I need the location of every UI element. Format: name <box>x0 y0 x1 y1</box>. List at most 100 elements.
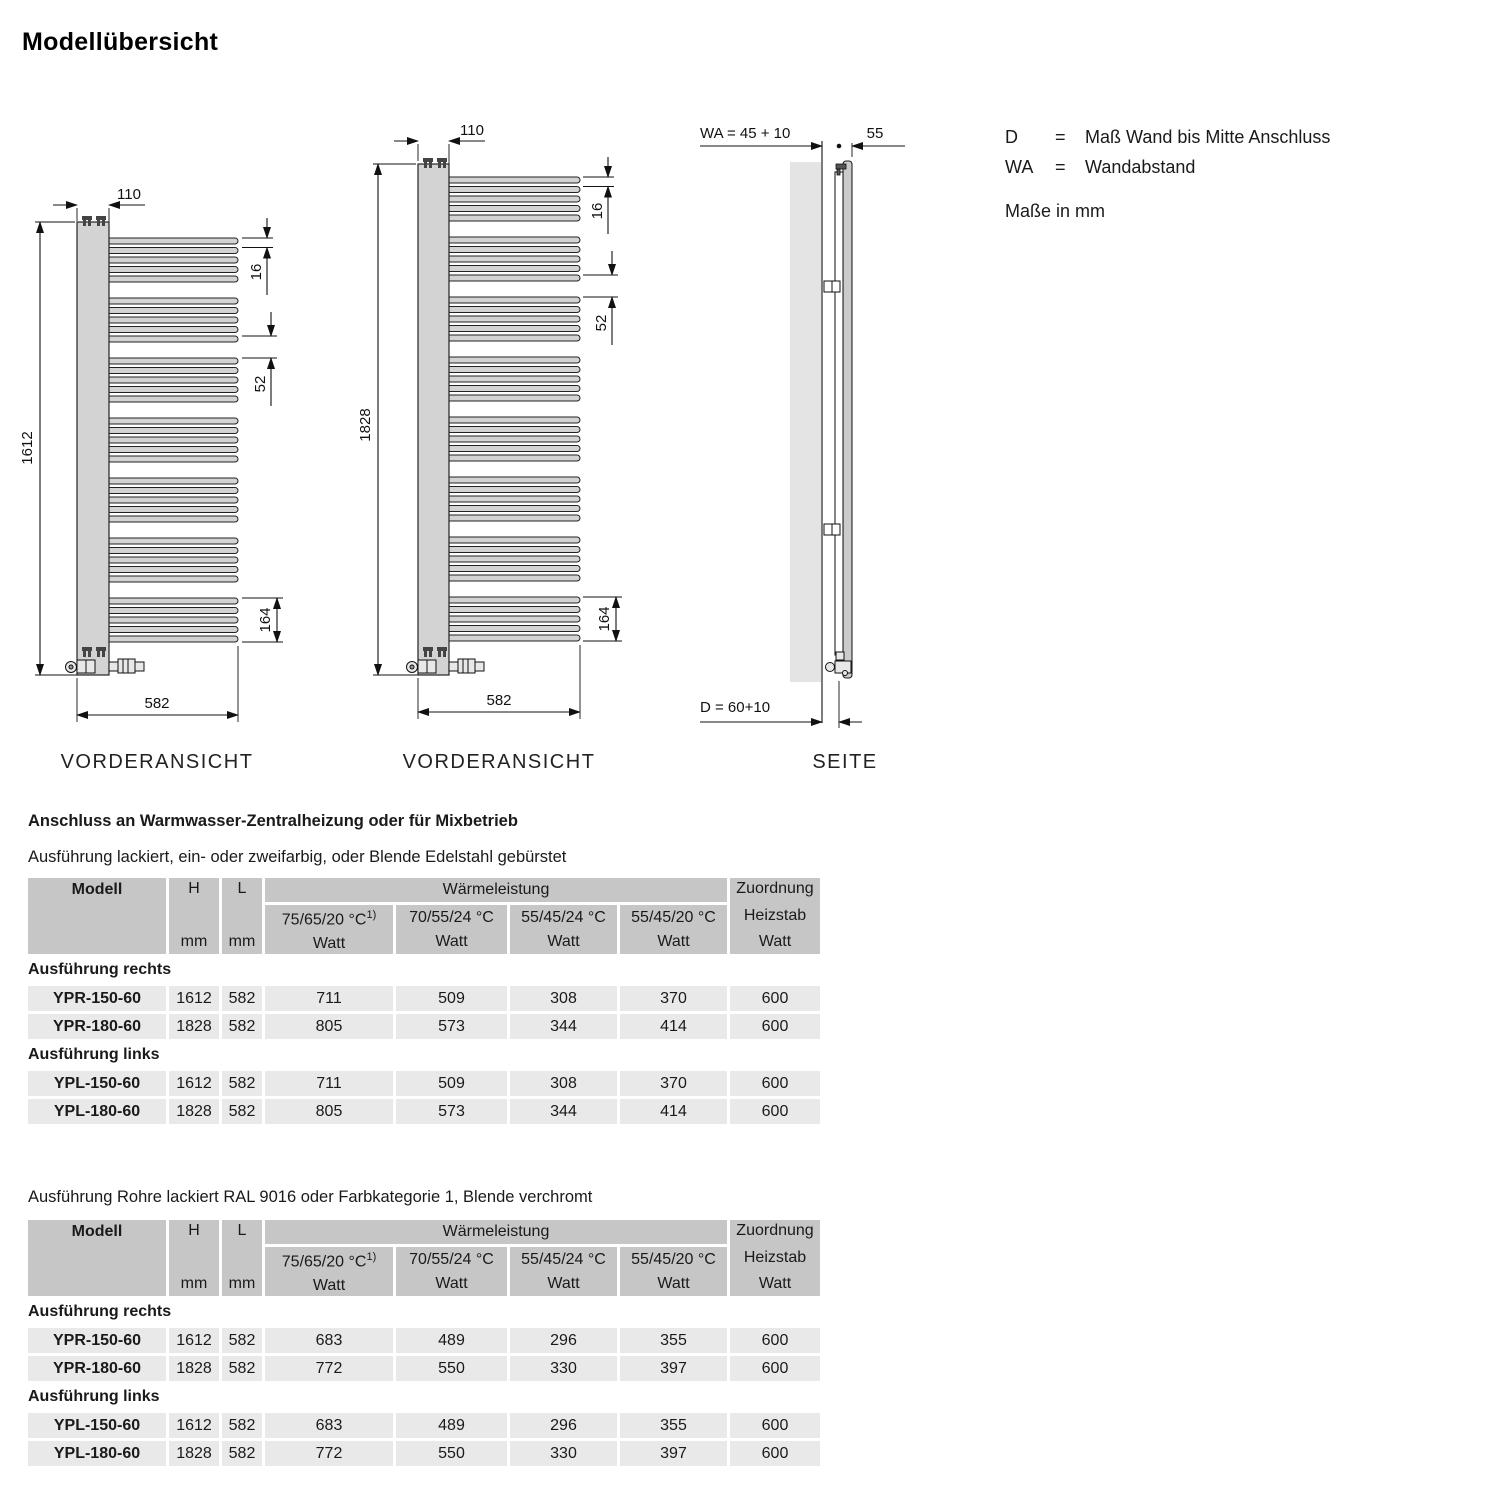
dim-582: 582 <box>76 646 239 722</box>
dimension-label: D = 60+10 <box>700 699 770 716</box>
col-h-unit: mm <box>180 1275 208 1292</box>
table-row: YPR-150-60 1612 582 711 509 308 370 600 <box>28 986 820 1011</box>
tube-groups <box>445 176 581 642</box>
dim-16: 16 <box>242 218 273 295</box>
dimension-label: 582 <box>144 695 169 712</box>
watt-unit: Watt <box>657 932 690 950</box>
cell-watt-1: 711 <box>265 1071 393 1096</box>
page-title: Modellübersicht <box>22 28 219 56</box>
cell-watt-4: 355 <box>620 1328 727 1353</box>
col-header-performance: Wärmeleistung <box>265 1220 727 1244</box>
dimension-label: 110 <box>117 186 141 203</box>
cell-l: 582 <box>222 1441 262 1466</box>
dimension-label: 1612 <box>19 431 36 464</box>
cell-h: 1612 <box>169 1071 219 1096</box>
col-h-label: H <box>188 880 200 897</box>
assign-line: Zuordnung <box>736 880 814 897</box>
dim-wa: WA = 45 + 10 <box>700 125 842 150</box>
legend-definition: Maß Wand bis Mitte Anschluss <box>1085 127 1331 147</box>
cell-l: 582 <box>222 1413 262 1438</box>
group-label-right: Ausführung rechts <box>28 957 820 983</box>
cell-model: YPL-180-60 <box>28 1099 166 1124</box>
cell-watt-2: 509 <box>396 1071 507 1096</box>
cell-watt-3: 330 <box>510 1441 617 1466</box>
cell-watt-2: 573 <box>396 1014 507 1039</box>
cell-watt-3: 344 <box>510 1099 617 1124</box>
cell-watt-3: 308 <box>510 1071 617 1096</box>
cell-h: 1612 <box>169 1413 219 1438</box>
col-header-temp-4: 55/45/20 °C Watt <box>620 905 727 954</box>
cell-watt-4: 370 <box>620 986 727 1011</box>
cell-watt-4: 370 <box>620 1071 727 1096</box>
cell-watt-4: 414 <box>620 1099 727 1124</box>
watt-unit: Watt <box>547 932 580 950</box>
cell-h: 1828 <box>169 1014 219 1039</box>
col-header-temp-3: 55/45/24 °C Watt <box>510 1247 617 1296</box>
legend-term: D <box>1005 127 1018 147</box>
temp-label: 75/65/20 °C1) <box>281 1250 377 1271</box>
wall <box>790 162 821 682</box>
temp-label: 55/45/24 °C <box>521 908 606 926</box>
cell-h: 1828 <box>169 1356 219 1381</box>
col-header-temp-1: 75/65/20 °C1) Watt <box>265 1247 393 1296</box>
valve-assembly <box>65 658 145 674</box>
col-header-heating-rod: Zuordnung Heizstab Watt <box>730 1220 820 1296</box>
cell-watt-1: 683 <box>265 1413 393 1438</box>
col-l-unit: mm <box>228 1275 256 1292</box>
cell-watt-4: 355 <box>620 1413 727 1438</box>
dim-1828: 1828 <box>357 163 445 676</box>
cell-model: YPR-180-60 <box>28 1014 166 1039</box>
watt-unit: Watt <box>435 1274 468 1292</box>
cell-watt-2: 489 <box>396 1413 507 1438</box>
cell-h: 1828 <box>169 1441 219 1466</box>
dimension-label: 52 <box>593 315 610 332</box>
dimension-label: 1828 <box>357 408 374 441</box>
assign-line: Heizstab <box>743 906 807 924</box>
cell-heizstab: 600 <box>730 1356 820 1381</box>
cell-watt-2: 489 <box>396 1328 507 1353</box>
table-row: YPR-150-60 1612 582 683 489 296 355 600 <box>28 1328 820 1353</box>
dim-164: 164 <box>242 597 283 643</box>
spec-table-1: Modell H mm L mm Wärmeleistung 75/65/20 … <box>28 878 820 1124</box>
cell-watt-2: 509 <box>396 986 507 1011</box>
cell-heizstab: 600 <box>730 1328 820 1353</box>
cell-l: 582 <box>222 986 262 1011</box>
cell-heizstab: 600 <box>730 1413 820 1438</box>
group-label-left: Ausführung links <box>28 1042 820 1068</box>
dimension-label: 582 <box>486 692 511 709</box>
temp-label: 75/65/20 °C1) <box>281 908 377 929</box>
table-row: YPL-150-60 1612 582 711 509 308 370 600 <box>28 1071 820 1096</box>
col-h-unit: mm <box>180 933 208 950</box>
cell-model: YPL-180-60 <box>28 1441 166 1466</box>
dim-110: 110 <box>394 122 485 175</box>
assign-line: Watt <box>758 933 792 950</box>
cell-heizstab: 600 <box>730 1441 820 1466</box>
cell-watt-3: 330 <box>510 1356 617 1381</box>
cell-h: 1828 <box>169 1099 219 1124</box>
cell-h: 1612 <box>169 986 219 1011</box>
legend: D = Maß Wand bis Mitte Anschluss WA = Wa… <box>1005 122 1330 222</box>
table-row: YPR-180-60 1828 582 805 573 344 414 600 <box>28 1014 820 1039</box>
wall-bracket <box>823 280 841 293</box>
cell-model: YPR-150-60 <box>28 986 166 1011</box>
dim-16: 16 <box>583 157 614 234</box>
cell-heizstab: 600 <box>730 986 820 1011</box>
col-header-l: L mm <box>222 1220 262 1296</box>
col-header-model: Modell <box>28 1220 166 1296</box>
col-header-temp-2: 70/55/24 °C Watt <box>396 1247 507 1296</box>
col-header-temp-3: 55/45/24 °C Watt <box>510 905 617 954</box>
dim-582: 582 <box>417 645 581 719</box>
dimension-label: 16 <box>248 264 265 281</box>
cell-model: YPR-180-60 <box>28 1356 166 1381</box>
top-bracket <box>835 163 847 176</box>
dimension-label: 164 <box>596 606 613 631</box>
cell-watt-4: 397 <box>620 1356 727 1381</box>
dimension-label: WA = 45 + 10 <box>700 125 790 142</box>
dimension-label: 52 <box>252 376 269 393</box>
dimension-label: 164 <box>257 607 274 632</box>
legend-term: WA <box>1005 157 1034 177</box>
col-header-heating-rod: Zuordnung Heizstab Watt <box>730 878 820 954</box>
cell-heizstab: 600 <box>730 1071 820 1096</box>
radiator-side-profile <box>823 160 853 679</box>
